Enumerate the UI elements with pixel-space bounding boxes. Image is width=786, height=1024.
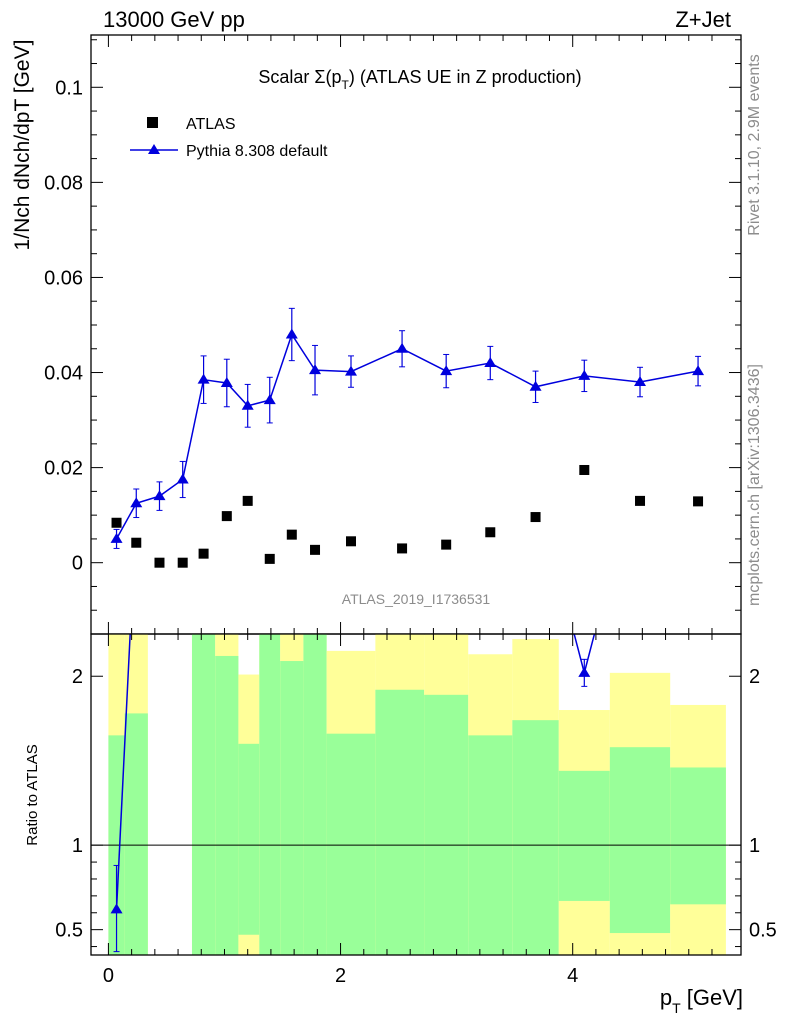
atlas-point (111, 517, 122, 528)
pythia-point (153, 490, 166, 501)
ratio-y-tick-label-right: 1 (749, 835, 760, 857)
main-y-tick-label: 0.06 (44, 267, 83, 289)
ratio-green-band (191, 634, 216, 955)
ratio-green-band (512, 720, 559, 955)
ratio-y-tick-label-left: 2 (72, 666, 83, 688)
legend-pythia-label: Pythia 8.308 default (186, 143, 328, 160)
header-right: Z+Jet (675, 7, 731, 32)
ratio-y-tick-label-right: 2 (749, 666, 760, 688)
atlas-point (310, 544, 321, 555)
header-left: 13000 GeV pp (103, 7, 245, 32)
pythia-point (197, 373, 210, 384)
legend-atlas-marker (147, 117, 158, 128)
ratio-green-band (609, 747, 671, 934)
atlas-point (177, 557, 188, 568)
main-y-tick-label: 0.1 (55, 77, 83, 99)
ratio-green-band (280, 661, 304, 955)
legend-pythia-marker (148, 144, 160, 154)
pythia-point (578, 369, 591, 380)
atlas-point (693, 496, 704, 507)
ratio-pythia-line (115, 634, 596, 910)
pythia-point (440, 365, 453, 376)
atlas-point (242, 495, 253, 506)
pythia-point (484, 357, 497, 368)
pythia-point (634, 376, 647, 387)
pythia-point (130, 497, 143, 508)
x-tick-label: 0 (103, 965, 114, 987)
pythia-point (529, 380, 542, 391)
main-y-tick-label: 0.08 (44, 172, 83, 194)
main-series-group (110, 307, 705, 568)
mcplots-source-note: mcplots.cern.ch [arXiv:1306.3436] (746, 364, 763, 606)
main-plot-title: Scalar Σ(pT) (ATLAS UE in Z production) (258, 67, 581, 92)
main-y-tick-label: 0.02 (44, 458, 83, 480)
ratio-plot-frame (90, 633, 742, 956)
pythia-point (309, 364, 322, 375)
ratio-pythia-point (110, 903, 123, 914)
atlas-point (635, 495, 646, 506)
ratio-y-tick-label-left: 1 (72, 835, 83, 857)
ratio-green-band (215, 655, 239, 955)
atlas-point (346, 536, 356, 547)
legend-atlas-label: ATLAS (186, 116, 236, 133)
pythia-point (345, 365, 357, 376)
ratio-pythia-series (110, 634, 596, 953)
atlas-point (286, 529, 297, 540)
ratio-y-axis-label: Ratio to ATLAS (24, 744, 41, 845)
ratio-green-band (303, 634, 327, 955)
pythia-point (176, 473, 189, 484)
pythia-point (241, 399, 254, 410)
analysis-label: ATLAS_2019_I1736531 (342, 591, 491, 607)
atlas-point (530, 512, 541, 523)
main-y-tick-label: 0 (72, 553, 83, 575)
pythia-point (285, 328, 298, 339)
ratio-green-band (259, 634, 281, 955)
atlas-point (441, 539, 452, 550)
atlas-point (579, 464, 590, 475)
ratio-pythia-point (578, 666, 591, 677)
atlas-point (397, 543, 408, 554)
ratio-green-band (375, 689, 425, 955)
x-tick-label: 2 (335, 965, 346, 987)
atlas-point (221, 511, 232, 522)
ratio-green-band (558, 770, 610, 901)
ratio-green-band (124, 713, 148, 955)
atlas-point (198, 548, 209, 559)
pythia-point (263, 394, 276, 405)
atlas-point (264, 553, 275, 564)
ratio-green-band (670, 767, 726, 905)
pythia-point (220, 376, 233, 387)
main-y-tick-label: 0.04 (44, 363, 83, 385)
pythia-point (110, 532, 123, 543)
atlas-point (485, 527, 496, 538)
ratio-bands (108, 634, 726, 955)
ratio-y-tick-label-left: 0.5 (55, 920, 83, 942)
atlas-point (131, 537, 142, 548)
x-tick-label: 4 (567, 965, 578, 987)
main-y-axis-label: 1/Nch dNch/dpT [GeV] (11, 40, 34, 251)
ratio-y-tick-label-right: 0.5 (749, 920, 777, 942)
rivet-version-note: Rivet 3.1.10, 2.9M events (746, 54, 763, 235)
pythia-point (396, 342, 409, 353)
pythia-point (692, 365, 705, 376)
ratio-green-band (326, 733, 376, 955)
legend: ATLAS Pythia 8.308 default (130, 116, 328, 160)
ratio-green-band (238, 743, 260, 935)
atlas-point (154, 557, 165, 568)
x-axis-label: pT [GeV] (660, 985, 743, 1016)
ratio-green-band (424, 694, 469, 955)
